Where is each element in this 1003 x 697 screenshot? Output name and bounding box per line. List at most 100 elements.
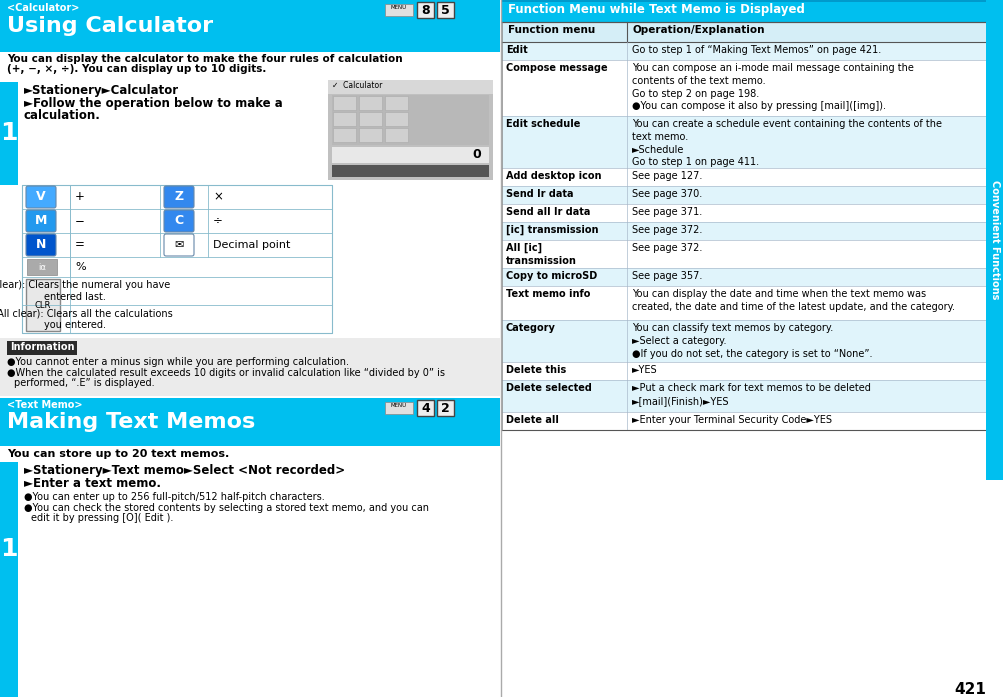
Bar bbox=[359, 128, 381, 142]
Text: Send all Ir data: Send all Ir data bbox=[506, 207, 590, 217]
FancyBboxPatch shape bbox=[26, 210, 56, 232]
Text: You can classify text memos by category.
►Select a category.
●If you do not set,: You can classify text memos by category.… bbox=[631, 323, 872, 358]
Text: 5: 5 bbox=[440, 4, 449, 17]
Text: +: + bbox=[75, 190, 85, 204]
Bar bbox=[416, 2, 433, 18]
Text: See page 370.: See page 370. bbox=[631, 189, 701, 199]
Text: Delete selected: Delete selected bbox=[506, 383, 592, 393]
Text: Function menu: Function menu bbox=[508, 25, 595, 35]
Text: 421: 421 bbox=[953, 682, 985, 697]
Text: Function Menu while Text Memo is Displayed: Function Menu while Text Memo is Display… bbox=[508, 3, 804, 16]
Text: ►Stationery►Text memo►Select <Not recorded>: ►Stationery►Text memo►Select <Not record… bbox=[24, 464, 345, 477]
Bar bbox=[0, 82, 18, 185]
Text: 1: 1 bbox=[0, 537, 18, 562]
Text: You can display the date and time when the text memo was
created, the date and t: You can display the date and time when t… bbox=[631, 289, 954, 312]
Bar bbox=[502, 0, 985, 2]
Bar bbox=[436, 2, 453, 18]
FancyBboxPatch shape bbox=[163, 234, 194, 256]
Text: See page 372.: See page 372. bbox=[631, 225, 702, 235]
Text: See page 372.: See page 372. bbox=[631, 243, 702, 253]
FancyBboxPatch shape bbox=[163, 186, 194, 208]
Text: 2: 2 bbox=[440, 402, 449, 415]
Bar bbox=[333, 96, 356, 110]
Text: Text memo info: Text memo info bbox=[506, 289, 590, 299]
Bar bbox=[359, 112, 381, 126]
Bar bbox=[502, 362, 985, 380]
Text: calculation.: calculation. bbox=[24, 109, 100, 122]
Bar bbox=[0, 462, 18, 697]
Text: Convenient Functions: Convenient Functions bbox=[989, 181, 999, 300]
Text: ►Put a check mark for text memos to be deleted
►[mail](Finish)►YES: ►Put a check mark for text memos to be d… bbox=[631, 383, 870, 406]
Text: ✓  Calculator: ✓ Calculator bbox=[332, 81, 382, 90]
Text: You can display the calculator to make the four rules of calculation: You can display the calculator to make t… bbox=[7, 54, 402, 64]
Bar bbox=[0, 398, 499, 446]
Text: <Calculator>: <Calculator> bbox=[7, 3, 79, 13]
Bar bbox=[502, 204, 985, 222]
Text: ✉: ✉ bbox=[175, 240, 184, 250]
Bar bbox=[502, 60, 985, 116]
Bar bbox=[332, 95, 488, 145]
Text: Go to step 1 of “Making Text Memos” on page 421.: Go to step 1 of “Making Text Memos” on p… bbox=[631, 45, 881, 55]
Bar bbox=[332, 147, 488, 163]
Bar bbox=[985, 0, 1003, 480]
Bar bbox=[328, 80, 492, 94]
Text: =: = bbox=[75, 238, 85, 252]
Text: See page 371.: See page 371. bbox=[631, 207, 701, 217]
Bar bbox=[502, 380, 985, 412]
Text: %: % bbox=[75, 262, 85, 272]
Text: V: V bbox=[36, 190, 46, 204]
Text: ►YES: ►YES bbox=[631, 365, 657, 375]
Bar bbox=[333, 128, 356, 142]
Text: Z: Z bbox=[175, 190, 184, 204]
Text: AC (All clear): Clears all the calculations
you entered.: AC (All clear): Clears all the calculati… bbox=[0, 308, 173, 330]
Text: Compose message: Compose message bbox=[506, 63, 607, 73]
Bar bbox=[502, 116, 985, 168]
FancyBboxPatch shape bbox=[26, 186, 56, 208]
Text: M: M bbox=[35, 215, 47, 227]
Bar bbox=[384, 96, 407, 110]
Text: 0: 0 bbox=[471, 148, 480, 161]
Bar bbox=[22, 185, 332, 333]
Bar bbox=[502, 0, 985, 22]
Text: MENU: MENU bbox=[390, 5, 406, 10]
Text: ●You can enter up to 256 full-pitch/512 half-pitch characters.: ●You can enter up to 256 full-pitch/512 … bbox=[24, 492, 324, 502]
Text: CLR: CLR bbox=[35, 300, 51, 309]
Text: MENU: MENU bbox=[390, 403, 406, 408]
Text: C: C bbox=[175, 215, 184, 227]
FancyBboxPatch shape bbox=[26, 234, 56, 256]
Text: Using Calculator: Using Calculator bbox=[7, 16, 213, 36]
Text: All [ic]
transmission: All [ic] transmission bbox=[506, 243, 577, 266]
Text: (+, −, ×, ÷). You can display up to 10 digits.: (+, −, ×, ÷). You can display up to 10 d… bbox=[7, 64, 266, 74]
Text: ►Enter your Terminal Security Code►YES: ►Enter your Terminal Security Code►YES bbox=[631, 415, 831, 425]
Text: N: N bbox=[36, 238, 46, 252]
Bar bbox=[328, 80, 492, 180]
Text: Decimal point: Decimal point bbox=[213, 240, 290, 250]
Text: ►Follow the operation below to make a: ►Follow the operation below to make a bbox=[24, 97, 283, 110]
Text: See page 127.: See page 127. bbox=[631, 171, 702, 181]
Text: See page 357.: See page 357. bbox=[631, 271, 702, 281]
FancyBboxPatch shape bbox=[163, 210, 194, 232]
Bar bbox=[502, 286, 985, 320]
Bar bbox=[502, 22, 985, 42]
Text: ►Stationery►Calculator: ►Stationery►Calculator bbox=[24, 84, 179, 97]
Text: Edit schedule: Edit schedule bbox=[506, 119, 580, 129]
Text: <Text Memo>: <Text Memo> bbox=[7, 400, 82, 410]
Bar bbox=[502, 168, 985, 186]
Text: ●When the calculated result exceeds 10 digits or invalid calculation like “divid: ●When the calculated result exceeds 10 d… bbox=[7, 368, 444, 378]
Text: Making Text Memos: Making Text Memos bbox=[7, 412, 255, 432]
Bar bbox=[22, 185, 332, 333]
Bar bbox=[416, 400, 433, 416]
Bar bbox=[7, 341, 77, 355]
Text: 1: 1 bbox=[0, 121, 18, 146]
Text: Copy to microSD: Copy to microSD bbox=[506, 271, 597, 281]
Text: ●You can check the stored contents by selecting a stored text memo, and you can: ●You can check the stored contents by se… bbox=[24, 503, 428, 513]
Bar bbox=[502, 42, 985, 60]
Bar bbox=[0, 52, 499, 82]
Text: 8: 8 bbox=[421, 4, 429, 17]
Text: Category: Category bbox=[506, 323, 556, 333]
Bar bbox=[384, 4, 412, 16]
Bar bbox=[384, 402, 412, 414]
Text: You can create a schedule event containing the contents of the
text memo.
►Sched: You can create a schedule event containi… bbox=[631, 119, 941, 167]
Bar bbox=[27, 259, 57, 275]
Bar bbox=[0, 338, 499, 396]
